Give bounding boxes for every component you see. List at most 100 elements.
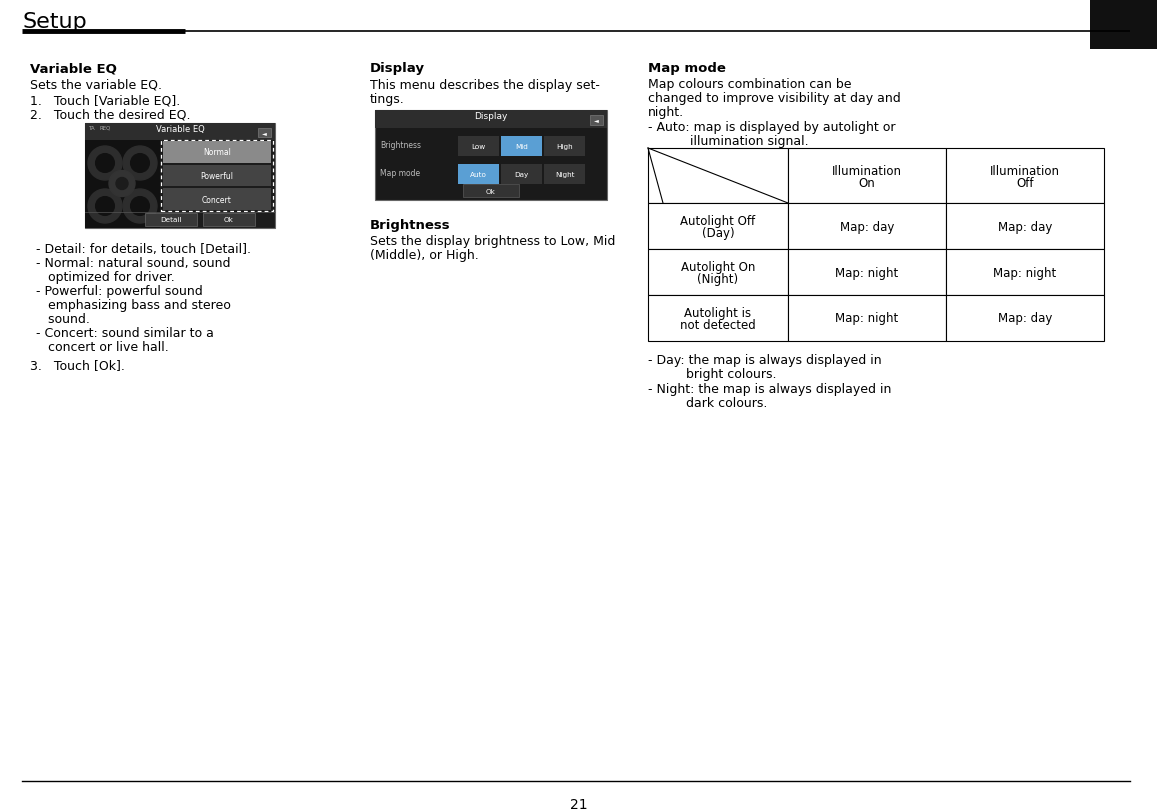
- Text: 1.   Touch [Variable EQ].: 1. Touch [Variable EQ].: [30, 94, 180, 107]
- Circle shape: [131, 197, 149, 216]
- Text: (Middle), or High.: (Middle), or High.: [370, 249, 479, 262]
- Text: Sets the variable EQ.: Sets the variable EQ.: [30, 79, 162, 92]
- Bar: [202, 214, 255, 227]
- Text: Map mode: Map mode: [648, 62, 725, 75]
- Text: - Normal: natural sound, sound: - Normal: natural sound, sound: [36, 257, 230, 270]
- Text: Autolight Off: Autolight Off: [680, 215, 756, 228]
- Text: tings.: tings.: [370, 93, 405, 106]
- Text: - Auto: map is displayed by autolight or: - Auto: map is displayed by autolight or: [648, 121, 896, 134]
- Bar: [648, 250, 788, 296]
- Circle shape: [88, 147, 121, 181]
- Bar: [788, 250, 946, 296]
- Text: 21: 21: [569, 797, 588, 811]
- Bar: [84, 124, 275, 141]
- Text: Day: Day: [515, 172, 529, 178]
- Text: (Day): (Day): [701, 227, 735, 240]
- Bar: [458, 137, 499, 157]
- Text: Map: day: Map: day: [997, 221, 1052, 234]
- Text: illumination signal.: illumination signal.: [658, 135, 809, 148]
- Text: - Night: the map is always displayed in: - Night: the map is always displayed in: [648, 383, 891, 396]
- Text: Setup: Setup: [22, 12, 87, 32]
- Circle shape: [96, 154, 115, 173]
- Bar: [161, 141, 273, 212]
- Bar: [145, 214, 197, 227]
- Text: Map: night: Map: night: [835, 312, 899, 325]
- Bar: [375, 111, 607, 129]
- Bar: [501, 165, 541, 185]
- Bar: [458, 165, 499, 185]
- Text: Mid: Mid: [515, 144, 528, 150]
- Text: concert or live hall.: concert or live hall.: [36, 341, 169, 354]
- Circle shape: [109, 171, 135, 197]
- Text: Display: Display: [474, 112, 508, 121]
- Bar: [463, 185, 519, 198]
- Text: Map: night: Map: night: [835, 266, 899, 279]
- Circle shape: [123, 147, 157, 181]
- Bar: [163, 142, 271, 164]
- Text: Auto: Auto: [470, 172, 487, 178]
- Text: Illumination: Illumination: [990, 165, 1060, 178]
- Text: Illumination: Illumination: [832, 165, 902, 178]
- Text: Off: Off: [1016, 177, 1033, 190]
- Bar: [788, 296, 946, 341]
- Text: emphasizing bass and stereo: emphasizing bass and stereo: [36, 298, 231, 311]
- Text: Sets the display brightness to Low, Mid: Sets the display brightness to Low, Mid: [370, 234, 616, 247]
- Text: ◄: ◄: [263, 131, 267, 135]
- Text: 3.   Touch [Ok].: 3. Touch [Ok].: [30, 358, 125, 371]
- Text: ◄: ◄: [595, 118, 599, 122]
- Text: TA: TA: [88, 126, 95, 131]
- Text: Low: Low: [471, 144, 486, 150]
- Text: Display: Display: [370, 62, 425, 75]
- Bar: [163, 165, 271, 187]
- Bar: [788, 148, 946, 204]
- Bar: [84, 141, 160, 229]
- Text: Variable EQ: Variable EQ: [30, 62, 117, 75]
- Text: Variable EQ: Variable EQ: [156, 125, 205, 134]
- Text: Brightness: Brightness: [379, 140, 421, 149]
- Text: not detected: not detected: [680, 319, 756, 332]
- Text: dark colours.: dark colours.: [662, 397, 767, 410]
- Text: Normal: Normal: [204, 148, 231, 157]
- Text: optimized for driver.: optimized for driver.: [36, 271, 175, 284]
- Circle shape: [123, 190, 157, 224]
- Bar: [501, 137, 541, 157]
- Text: Autolight On: Autolight On: [680, 261, 756, 274]
- Circle shape: [131, 154, 149, 173]
- Text: Map: day: Map: day: [997, 312, 1052, 325]
- Text: Map: day: Map: day: [840, 221, 894, 234]
- Bar: [946, 296, 1104, 341]
- Bar: [946, 148, 1104, 204]
- Circle shape: [116, 178, 128, 191]
- Text: - Day: the map is always displayed in: - Day: the map is always displayed in: [648, 354, 882, 367]
- Text: Map colours combination can be: Map colours combination can be: [648, 78, 852, 91]
- Text: - Concert: sound similar to a: - Concert: sound similar to a: [36, 327, 214, 340]
- Text: - Detail: for details, touch [Detail].: - Detail: for details, touch [Detail].: [36, 242, 251, 255]
- Text: On: On: [858, 177, 876, 190]
- Text: bright colours.: bright colours.: [662, 367, 776, 380]
- Text: night.: night.: [648, 106, 684, 119]
- Bar: [946, 204, 1104, 250]
- Bar: [544, 165, 585, 185]
- Text: Night: Night: [554, 172, 574, 178]
- Text: Map mode: Map mode: [379, 169, 420, 178]
- Bar: [946, 250, 1104, 296]
- Text: REQ: REQ: [100, 126, 111, 131]
- Text: Brightness: Brightness: [370, 219, 450, 232]
- Text: Powerful: Powerful: [200, 172, 234, 181]
- Text: Map: night: Map: night: [994, 266, 1056, 279]
- Bar: [648, 204, 788, 250]
- Text: Autolight is: Autolight is: [685, 307, 752, 320]
- Bar: [648, 296, 788, 341]
- Bar: [648, 148, 788, 204]
- Text: changed to improve visibility at day and: changed to improve visibility at day and: [648, 92, 901, 105]
- Text: - Powerful: powerful sound: - Powerful: powerful sound: [36, 285, 202, 298]
- Bar: [375, 111, 607, 201]
- Circle shape: [96, 197, 115, 216]
- Text: Detail: Detail: [161, 217, 182, 223]
- Text: This menu describes the display set-: This menu describes the display set-: [370, 79, 599, 92]
- Text: (Night): (Night): [698, 273, 738, 286]
- Text: Concert: Concert: [202, 195, 231, 204]
- Text: sound.: sound.: [36, 312, 90, 325]
- Text: Ok: Ok: [224, 217, 234, 223]
- Circle shape: [88, 190, 121, 224]
